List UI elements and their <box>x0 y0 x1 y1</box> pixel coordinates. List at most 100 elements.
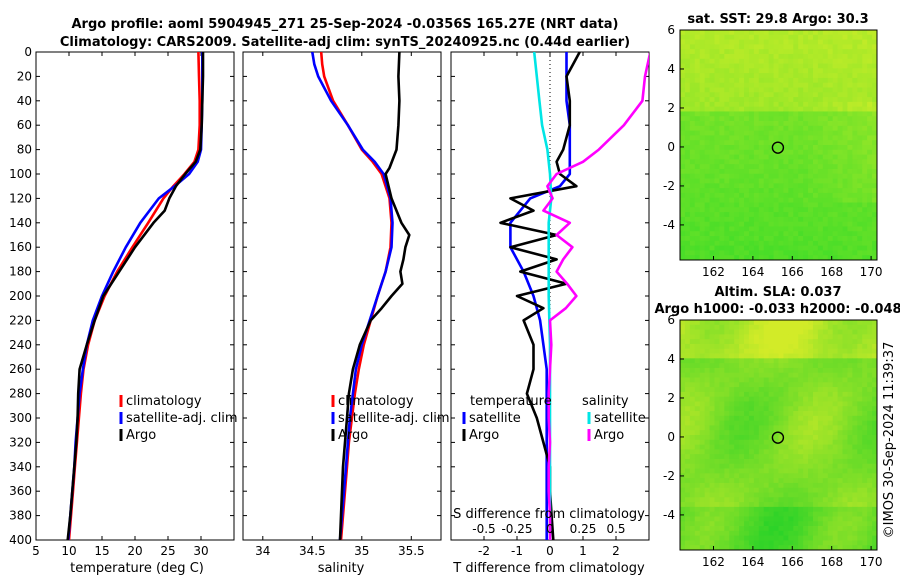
map-cell <box>739 372 745 378</box>
map-cell <box>768 82 774 88</box>
map-cell <box>709 391 715 398</box>
map-cell <box>817 168 824 175</box>
map-cell <box>768 444 774 450</box>
map-cell <box>694 487 701 493</box>
map-cell <box>704 30 710 36</box>
map-cell <box>773 411 779 417</box>
map-cell <box>684 343 691 350</box>
map-cell <box>709 343 715 350</box>
map-cell <box>709 353 715 359</box>
map-cell <box>714 444 720 450</box>
map-cell <box>689 420 696 426</box>
map-cell <box>724 212 730 218</box>
map-cell <box>827 149 834 155</box>
map-cell <box>714 420 720 426</box>
map-cell <box>783 231 789 237</box>
map-cell <box>778 236 784 242</box>
map-cell <box>709 221 715 227</box>
map-cell <box>857 487 863 493</box>
map-cell <box>724 221 730 227</box>
map-cell <box>842 149 848 155</box>
map-cell <box>872 482 878 489</box>
map-cell <box>734 53 740 60</box>
map-cell <box>788 30 794 36</box>
map-cell <box>812 430 819 436</box>
map-cell <box>783 82 789 88</box>
map-cell <box>837 101 843 108</box>
map-cell <box>852 77 858 84</box>
map-cell <box>872 34 878 40</box>
map-cell <box>857 221 863 227</box>
map-cell <box>852 58 858 64</box>
map-cell <box>852 348 858 354</box>
x-tick-label: -2 <box>478 544 490 558</box>
map-cell <box>773 521 779 527</box>
map-cell <box>827 68 834 74</box>
map-cell <box>739 30 745 36</box>
map-cell <box>862 221 868 227</box>
map-cell <box>783 473 789 479</box>
map-cell <box>808 111 814 117</box>
map-cell <box>822 449 829 455</box>
map-cell <box>847 420 853 426</box>
map-cell <box>872 473 878 479</box>
map-cell <box>852 530 858 537</box>
map-cell <box>768 245 774 251</box>
map-cell <box>694 463 701 469</box>
map-cell <box>837 111 843 117</box>
map-cell <box>704 77 710 84</box>
map-cell <box>788 135 794 141</box>
map-cell <box>793 425 799 431</box>
map-cell <box>857 145 863 151</box>
map-cell <box>788 334 794 340</box>
map-cell <box>724 240 730 247</box>
map-cell <box>714 449 720 455</box>
map-cell <box>793 435 799 441</box>
map-cell <box>808 482 814 489</box>
map-cell <box>783 135 789 141</box>
map-cell <box>852 343 858 350</box>
map-cell <box>842 178 848 184</box>
map-cell <box>724 372 730 378</box>
map-cell <box>739 530 745 537</box>
map-cell <box>753 387 760 393</box>
map-cell <box>689 526 696 532</box>
map-cell <box>748 140 755 146</box>
map-cell <box>857 391 863 398</box>
map-cell <box>842 530 848 537</box>
map-cell <box>852 255 858 261</box>
map-cell <box>758 415 765 422</box>
map-cell <box>827 116 834 122</box>
map-cell <box>872 497 878 503</box>
map-cell <box>773 492 779 498</box>
map-cell <box>684 329 691 335</box>
map-cell <box>744 530 750 537</box>
map-cell <box>758 502 765 508</box>
map-cell <box>763 372 770 378</box>
map-cell <box>812 192 819 199</box>
map-cell <box>689 530 696 537</box>
map-cell <box>729 401 735 407</box>
map-cell <box>694 497 701 503</box>
map-cell <box>812 92 819 98</box>
map-cell <box>734 324 740 330</box>
map-cell <box>709 358 715 364</box>
map-cell <box>847 255 853 261</box>
map-cell <box>808 396 814 402</box>
map-cell <box>803 353 809 359</box>
map-cell <box>768 216 774 223</box>
map-cell <box>694 324 701 330</box>
map-cell <box>793 339 799 345</box>
map-cell <box>822 255 829 261</box>
map-cell <box>862 87 868 93</box>
map-cell <box>822 468 829 474</box>
map-cell <box>817 516 824 522</box>
map-cell <box>699 502 706 508</box>
map-cell <box>729 353 735 359</box>
map-cell <box>842 58 848 64</box>
map-cell <box>817 77 824 84</box>
map-cell <box>827 473 834 479</box>
map-cell <box>694 63 701 69</box>
map-cell <box>773 192 779 199</box>
